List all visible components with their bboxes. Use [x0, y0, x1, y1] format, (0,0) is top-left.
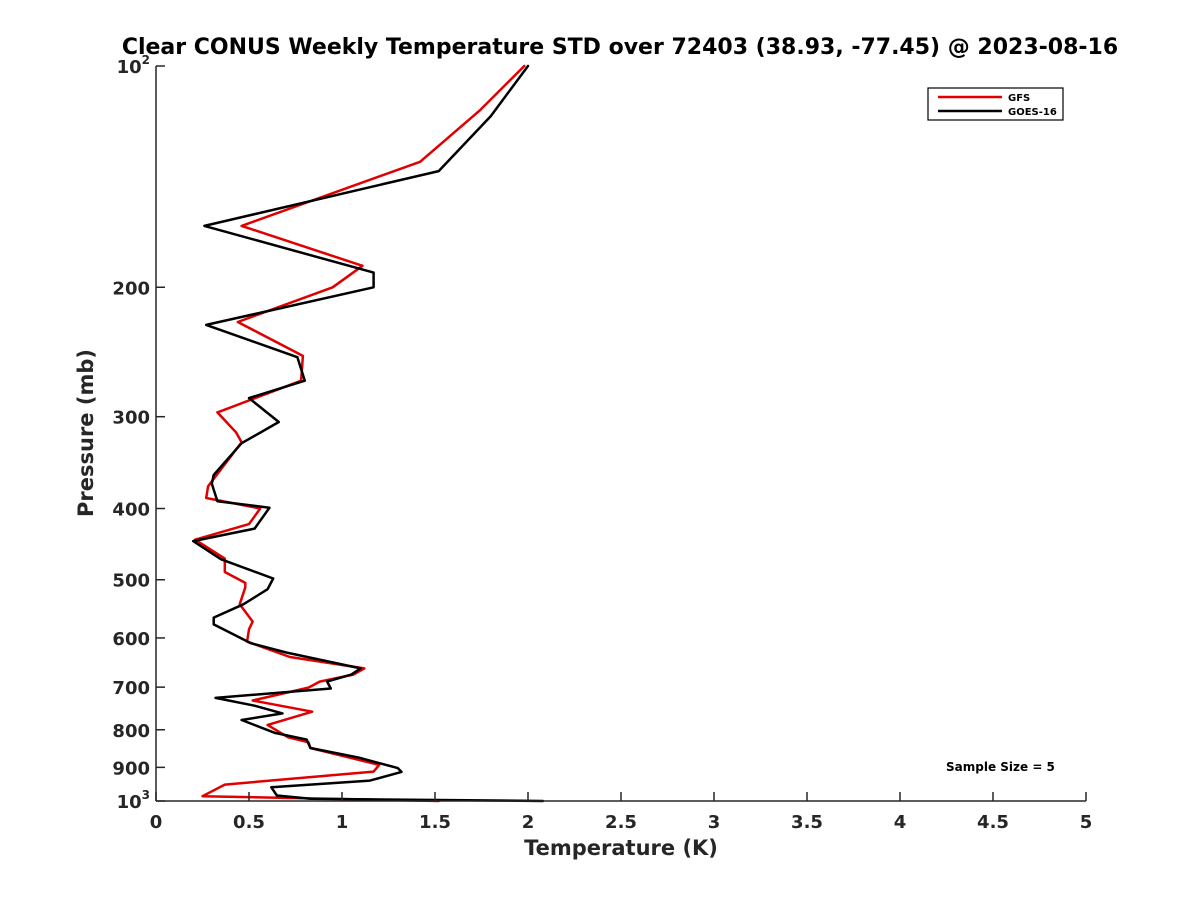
y-tick-label: 800: [112, 721, 150, 742]
x-tick-label: 1.5: [419, 812, 451, 833]
y-tick-label: 900: [112, 758, 150, 779]
y-tick-exponent: 3: [142, 788, 150, 802]
y-tick-base: 10: [117, 792, 142, 813]
data-lines: [191, 64, 545, 803]
series-line-gfs: [193, 64, 526, 803]
y-tick-label: 500: [112, 571, 150, 592]
x-tick-label: 0.5: [233, 812, 265, 833]
y-tick-label: 600: [112, 629, 150, 650]
y-tick-label: 103: [117, 788, 150, 813]
x-tick-label: 3.5: [791, 812, 823, 833]
x-tick-label: 4.5: [977, 812, 1009, 833]
legend: GFS GOES-16: [927, 87, 1064, 121]
x-axis-label: Temperature (K): [524, 836, 718, 860]
x-axis-ticks: 0 0.5 1 1.5 2 2.5 3 3.5 4 4.5 5: [150, 792, 1093, 833]
y-tick-label: 300: [112, 408, 150, 429]
x-tick-label: 3: [708, 812, 721, 833]
sample-size-annotation: Sample Size = 5: [946, 760, 1055, 774]
legend-box: [927, 87, 1064, 121]
y-tick-label: 700: [112, 678, 150, 699]
x-tick-label: 5: [1080, 812, 1093, 833]
x-tick-label: 4: [894, 812, 907, 833]
y-tick-label: 200: [112, 278, 150, 299]
x-tick-label: 1: [336, 812, 349, 833]
y-tick-label: 400: [112, 500, 150, 521]
legend-label-goes-16: GOES-16: [1008, 107, 1057, 118]
y-tick-label: 102: [117, 53, 150, 78]
x-tick-label: 0: [150, 812, 163, 833]
series-line-goes-16: [191, 64, 545, 803]
y-tick-base: 10: [117, 57, 142, 78]
x-tick-label: 2.5: [605, 812, 637, 833]
y-tick-exponent: 2: [142, 53, 150, 67]
y-axis-label: Pressure (mb): [74, 349, 98, 517]
legend-label-gfs: GFS: [1008, 93, 1030, 104]
chart-title: Clear CONUS Weekly Temperature STD over …: [122, 35, 1118, 60]
x-tick-label: 2: [522, 812, 535, 833]
